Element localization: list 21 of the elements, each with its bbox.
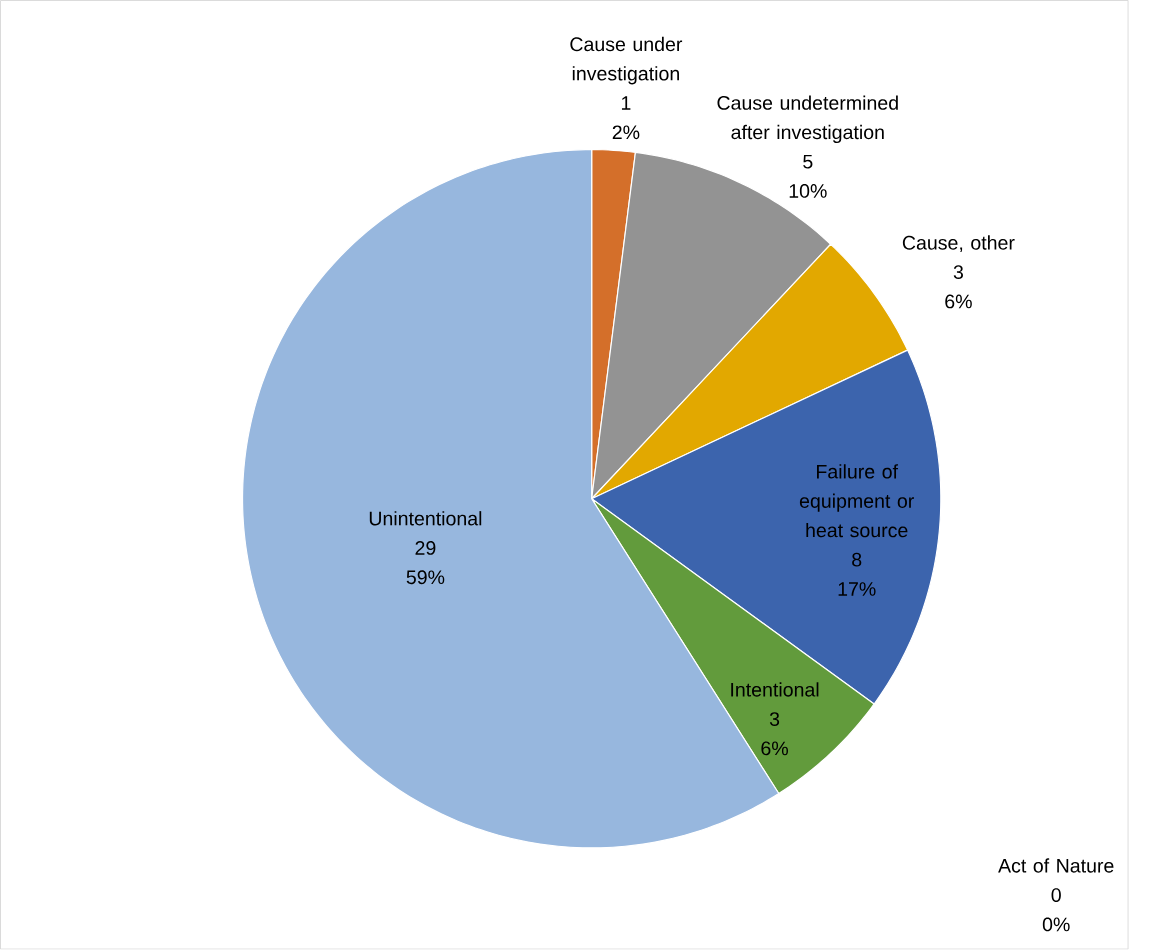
data-label: 6% <box>761 741 788 756</box>
data-label: 2% <box>612 125 640 140</box>
text: 8 <box>852 552 862 567</box>
slice-label: Cause under investigation <box>570 37 683 85</box>
category-label: Act of Nature <box>998 858 1114 873</box>
text: 1 <box>621 96 631 110</box>
data-label: 59% <box>406 570 445 585</box>
data-label: 10% <box>789 184 827 199</box>
data-label: 6% <box>945 294 972 309</box>
slice-label: Cause undetermined after investigation <box>717 95 898 144</box>
text: 0% <box>1042 917 1070 932</box>
slice-label: Unintentional <box>369 511 482 526</box>
data-label: 17% <box>838 582 876 597</box>
text: 29 <box>415 541 436 556</box>
slice-label: Failure of equipment or heat source <box>799 464 914 538</box>
text: 3 <box>953 265 963 280</box>
text: 5 <box>803 155 813 169</box>
text: 0 <box>1051 888 1061 903</box>
slice-label: Cause, other <box>902 235 1015 253</box>
text: 3 <box>769 712 780 727</box>
slice-label: Intentional <box>731 682 819 697</box>
